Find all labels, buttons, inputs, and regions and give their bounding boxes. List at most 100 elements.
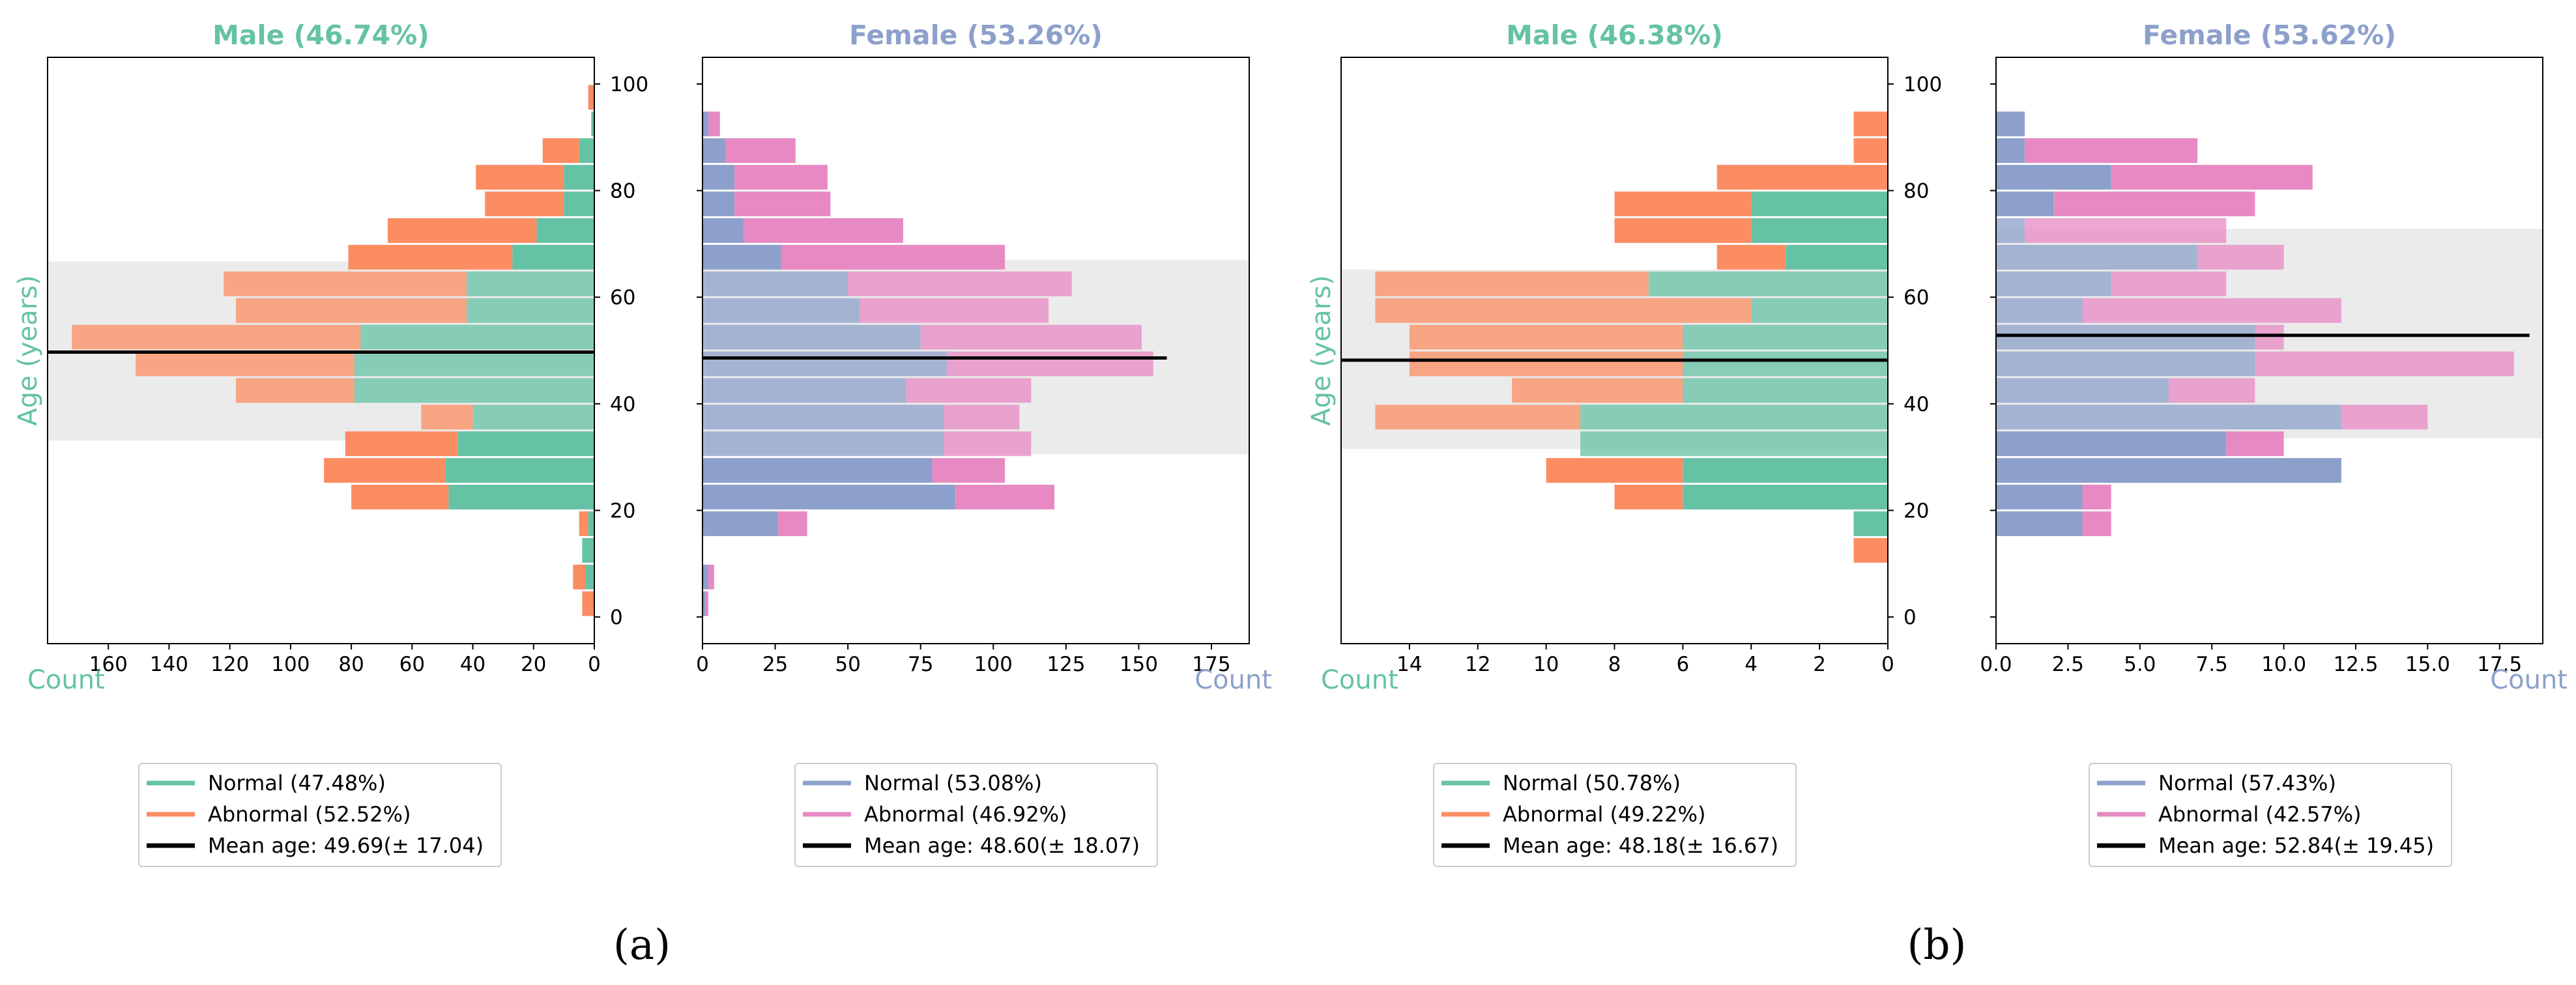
bar-abnormal bbox=[579, 511, 588, 536]
bar-normal bbox=[702, 165, 735, 190]
x-tick-label: 17.5 bbox=[2477, 653, 2522, 676]
bar-normal bbox=[467, 271, 594, 296]
x-tick-label: 100 bbox=[271, 653, 310, 676]
bar-normal bbox=[1751, 298, 1888, 323]
bar-abnormal bbox=[1716, 165, 1888, 190]
bar-abnormal bbox=[235, 378, 355, 403]
bar-abnormal bbox=[421, 405, 473, 430]
bar-normal bbox=[1580, 405, 1888, 430]
x-tick-label: 25 bbox=[762, 653, 788, 676]
bar-normal bbox=[591, 111, 594, 137]
bar-abnormal bbox=[2025, 218, 2227, 243]
count-label: Count bbox=[1194, 665, 1272, 695]
x-tick-label: 14 bbox=[1397, 653, 1422, 676]
y-axis-label: Age (years) bbox=[1307, 275, 1337, 425]
bar-abnormal bbox=[582, 591, 594, 616]
bar-normal bbox=[702, 378, 906, 403]
chart-male-0: 160 140 120 100 80 60 40 20 0 0 20 40 60 80 100 Male (4… bbox=[13, 20, 648, 695]
bar-abnormal bbox=[705, 591, 708, 616]
x-tick-label: 125 bbox=[1047, 653, 1085, 676]
chart-title: Male (46.38%) bbox=[1506, 20, 1723, 51]
bar-abnormal bbox=[920, 324, 1142, 350]
y-tick-label: 60 bbox=[610, 286, 635, 309]
bar-normal bbox=[1996, 324, 2255, 350]
chart-female-3: 0.0 2.5 5.0 7.5 10.0 12.5 15.0 17.5 Female (53.6… bbox=[1980, 20, 2568, 695]
x-tick-label: 10 bbox=[1533, 653, 1559, 676]
y-tick-label: 20 bbox=[610, 499, 635, 522]
legend-abnormal-label: Abnormal (52.52%) bbox=[208, 802, 411, 827]
bar-normal bbox=[585, 564, 594, 590]
bar-normal bbox=[354, 378, 594, 403]
bar-normal bbox=[1996, 218, 2025, 243]
y-tick-label: 80 bbox=[1903, 180, 1929, 203]
y-tick-label: 100 bbox=[1903, 73, 1942, 96]
bar-normal bbox=[564, 165, 594, 190]
bar-abnormal bbox=[955, 485, 1054, 509]
legend-1: Normal (53.08%) Abnormal (46.92%) Mean age… bbox=[794, 763, 1158, 867]
legend-mean-age-label: Mean age: 52.84(± 19.45) bbox=[2158, 833, 2434, 858]
bar-abnormal bbox=[351, 485, 449, 509]
bar-abnormal bbox=[2082, 511, 2111, 536]
bar-normal bbox=[1683, 485, 1888, 509]
count-label: Count bbox=[1321, 665, 1398, 695]
legend-3: Normal (57.43%) Abnormal (42.57%) Mean age… bbox=[2089, 763, 2452, 867]
y-tick-label: 60 bbox=[1903, 286, 1929, 309]
chart-female-1: 0 25 50 75 100 125 150 175 Female (53.26%) Count bbox=[696, 20, 1272, 695]
x-tick-label: 4 bbox=[1744, 653, 1758, 676]
bar-abnormal bbox=[2025, 138, 2198, 164]
x-tick-label: 15.0 bbox=[2405, 653, 2450, 676]
bar-normal bbox=[1683, 324, 1888, 350]
count-label: Count bbox=[2490, 665, 2568, 695]
bar-abnormal bbox=[2082, 485, 2111, 509]
x-tick-label: 0.0 bbox=[1980, 653, 2012, 676]
x-tick-label: 40 bbox=[460, 653, 485, 676]
legend-normal-label: Normal (57.43%) bbox=[2158, 771, 2336, 795]
bar-normal bbox=[1996, 485, 2083, 509]
bar-normal bbox=[702, 405, 944, 430]
bar-abnormal bbox=[1375, 405, 1581, 430]
bar-normal bbox=[1996, 378, 2169, 403]
bar-normal bbox=[1996, 271, 2111, 296]
x-tick-label: 160 bbox=[89, 653, 128, 676]
bar-normal bbox=[702, 511, 779, 536]
bar-abnormal bbox=[345, 431, 458, 457]
bar-normal bbox=[448, 485, 594, 509]
bar-abnormal bbox=[932, 458, 1006, 483]
axes-frame bbox=[47, 57, 595, 644]
x-tick-label: 7.5 bbox=[2196, 653, 2228, 676]
bar-normal bbox=[1751, 192, 1888, 216]
chart-title: Female (53.26%) bbox=[849, 20, 1103, 51]
bar-normal bbox=[702, 218, 744, 243]
bar-abnormal bbox=[2255, 324, 2284, 350]
bar-abnormal bbox=[2111, 165, 2313, 190]
bar-abnormal bbox=[2082, 298, 2341, 323]
legend-abnormal-label: Abnormal (42.57%) bbox=[2158, 802, 2361, 827]
bar-abnormal bbox=[1853, 111, 1888, 137]
bar-abnormal bbox=[1512, 378, 1683, 403]
y-tick-label: 40 bbox=[610, 393, 635, 416]
bar-normal bbox=[1996, 511, 2083, 536]
bar-abnormal bbox=[848, 271, 1072, 296]
bar-abnormal bbox=[2255, 351, 2514, 377]
axes-frame bbox=[1995, 57, 2543, 644]
x-tick-label: 175 bbox=[1192, 653, 1230, 676]
bar-abnormal bbox=[781, 244, 1006, 270]
bar-abnormal bbox=[324, 458, 446, 483]
x-tick-label: 6 bbox=[1677, 653, 1690, 676]
x-tick-label: 150 bbox=[1120, 653, 1158, 676]
bar-abnormal bbox=[2111, 271, 2227, 296]
legend-0: Normal (47.48%) Abnormal (52.52%) Mean age… bbox=[138, 763, 502, 867]
bar-normal bbox=[702, 271, 848, 296]
legend-mean-age-label: Mean age: 49.69(± 17.04) bbox=[208, 833, 484, 858]
bar-abnormal bbox=[2053, 192, 2255, 216]
bar-abnormal bbox=[1716, 244, 1786, 270]
bar-abnormal bbox=[485, 192, 564, 216]
bar-normal bbox=[702, 431, 944, 457]
bar-normal bbox=[1996, 458, 2341, 483]
bar-normal bbox=[582, 537, 594, 563]
x-tick-label: 2 bbox=[1813, 653, 1826, 676]
x-tick-label: 5.0 bbox=[2124, 653, 2156, 676]
x-tick-label: 60 bbox=[399, 653, 425, 676]
